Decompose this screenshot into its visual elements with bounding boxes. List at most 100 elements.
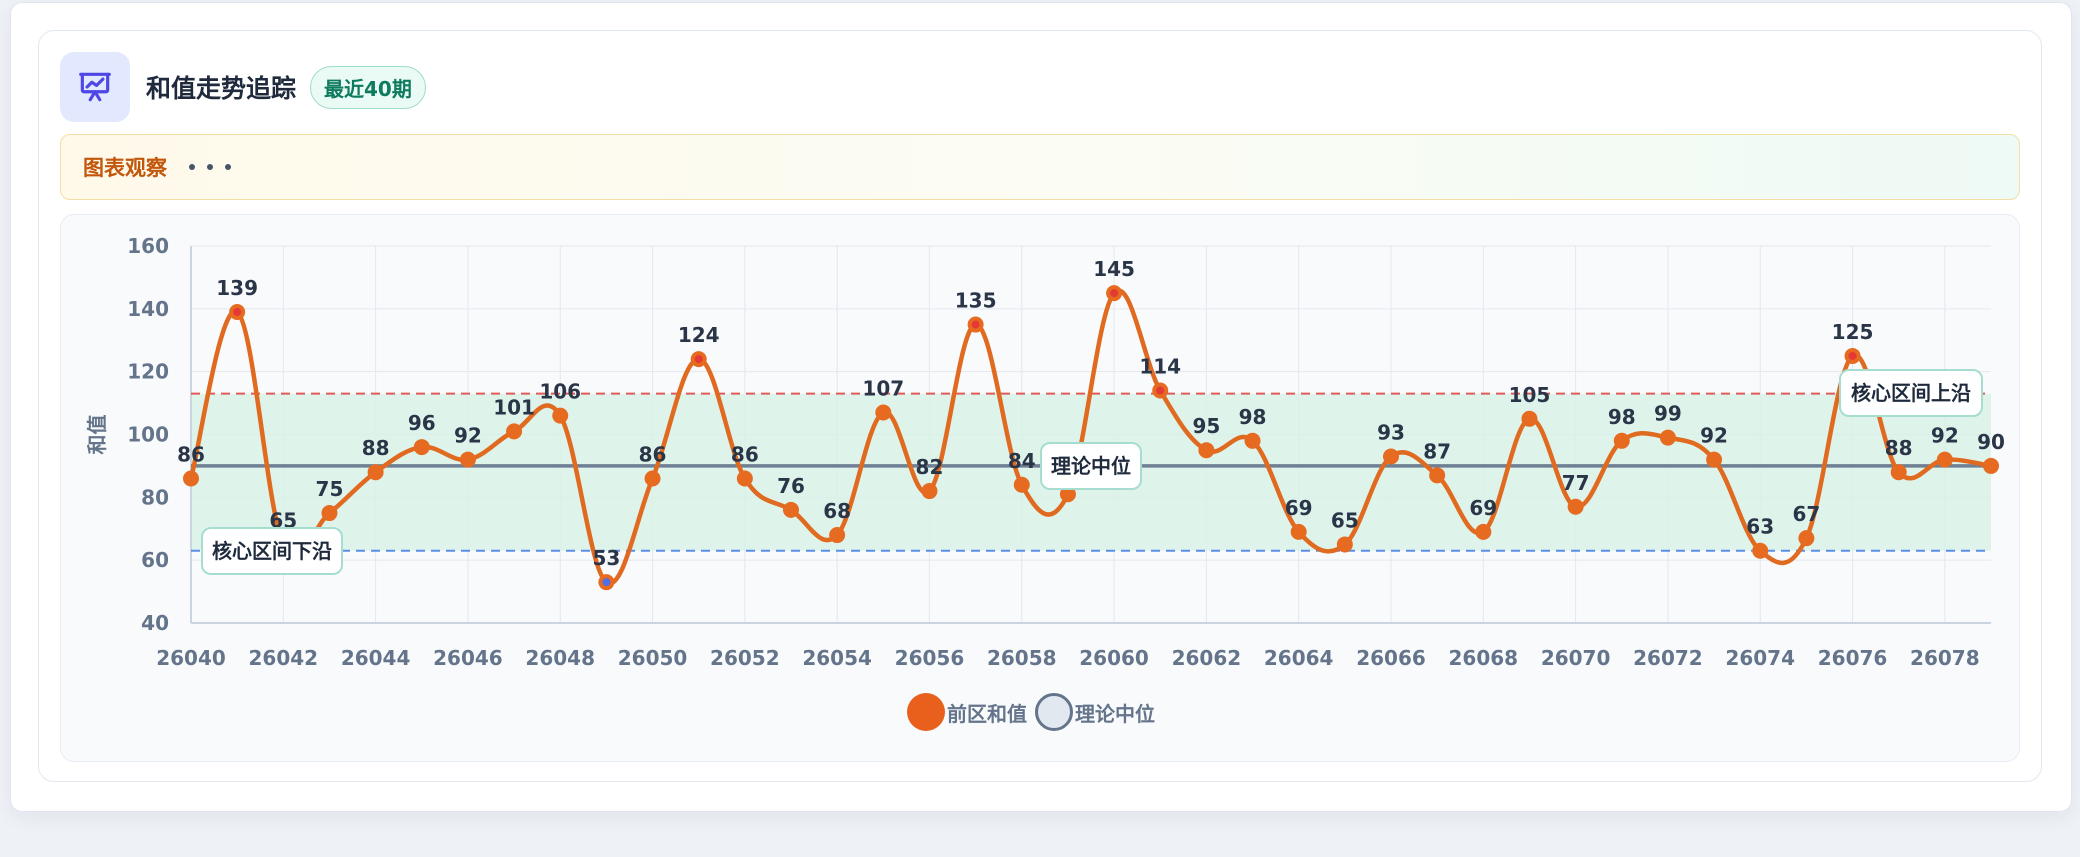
data-label: 145 <box>1093 257 1135 281</box>
x-tick-label: 26042 <box>249 646 319 670</box>
data-point-high-marker <box>1110 289 1119 298</box>
reference-callouts: 核心区间下沿 理论中位 核心区间上沿 <box>201 369 1983 575</box>
data-label: 63 <box>1746 515 1774 539</box>
data-point <box>829 527 846 544</box>
data-label: 96 <box>408 411 436 435</box>
data-label: 86 <box>731 442 759 466</box>
upper-bound-callout-text: 核心区间上沿 <box>1851 381 1971 405</box>
legend-item-series[interactable]: 前区和值 <box>907 693 1027 731</box>
series-path <box>188 288 1992 586</box>
card-header: 和值走势追踪 最近40期 <box>60 52 426 122</box>
data-label: 139 <box>216 276 258 300</box>
upper-bound-callout: 核心区间上沿 <box>1839 369 1983 417</box>
data-point <box>367 464 384 481</box>
x-tick-label: 26064 <box>1264 646 1334 670</box>
data-point <box>875 404 892 421</box>
period-badge: 最近40期 <box>310 65 426 109</box>
data-point <box>1936 451 1953 468</box>
y-tick-label: 100 <box>127 423 169 447</box>
data-label: 92 <box>454 424 482 448</box>
x-tick-label: 26046 <box>433 646 503 670</box>
data-label: 107 <box>862 377 904 401</box>
data-label: 98 <box>1608 405 1636 429</box>
data-label: 86 <box>639 442 667 466</box>
legend-item-median[interactable]: 理论中位 <box>1035 693 1155 731</box>
data-point <box>1613 432 1630 449</box>
data-label: 67 <box>1792 502 1820 526</box>
upper-bound-callout-box <box>1839 369 1983 417</box>
data-label: 106 <box>539 380 581 404</box>
data-point <box>321 505 338 522</box>
x-tick-label: 26076 <box>1818 646 1888 670</box>
y-tick-label: 160 <box>127 234 169 258</box>
data-point <box>552 407 569 424</box>
data-label: 69 <box>1469 496 1497 520</box>
data-label: 90 <box>1977 430 2005 454</box>
data-point <box>1429 467 1446 484</box>
data-point <box>1890 464 1907 481</box>
data-point <box>1336 536 1353 553</box>
x-tick-label: 26044 <box>341 646 411 670</box>
data-label: 98 <box>1239 405 1267 429</box>
data-label: 135 <box>955 289 997 313</box>
x-tick-label: 26070 <box>1541 646 1611 670</box>
x-tick-label: 26050 <box>618 646 688 670</box>
x-tick-label: 26058 <box>987 646 1057 670</box>
data-point <box>1475 523 1492 540</box>
data-point <box>183 470 199 487</box>
data-label: 84 <box>1008 449 1036 473</box>
data-point <box>1659 429 1676 446</box>
data-label: 68 <box>823 499 851 523</box>
data-label: 53 <box>592 546 620 570</box>
x-tick-label: 26040 <box>156 646 226 670</box>
data-label: 92 <box>1931 424 1959 448</box>
data-point <box>1706 451 1723 468</box>
median-callout: 理论中位 <box>1040 442 1142 490</box>
x-tick-label: 26054 <box>802 646 872 670</box>
data-point <box>644 470 661 487</box>
data-point <box>1198 442 1215 459</box>
data-label: 93 <box>1377 420 1405 444</box>
lower-bound-callout-box <box>201 527 343 575</box>
data-label: 88 <box>362 436 390 460</box>
series-points <box>183 285 1999 591</box>
data-point <box>1567 498 1584 515</box>
x-tick-label: 26048 <box>525 646 595 670</box>
chart-observation-bar[interactable]: 图表观察 <box>60 134 2020 200</box>
data-point <box>921 483 938 500</box>
data-point <box>1013 476 1030 493</box>
data-point <box>1983 457 1999 474</box>
axes: 40 60 80 100 120 140 160 26040 26042 26044 26046 26… <box>85 234 1991 670</box>
x-tick-label: 26056 <box>895 646 965 670</box>
legend-swatch-series <box>907 693 945 731</box>
data-point <box>413 439 430 456</box>
lower-bound-callout: 核心区间下沿 <box>201 527 343 575</box>
series-line <box>188 288 1992 586</box>
x-tick-label: 26078 <box>1910 646 1980 670</box>
data-label: 101 <box>493 395 535 419</box>
legend-label-median: 理论中位 <box>1075 701 1155 726</box>
data-point <box>783 501 799 518</box>
data-point <box>1059 486 1076 503</box>
data-point <box>1383 448 1399 465</box>
data-point <box>1290 523 1307 540</box>
loading-dots-icon <box>189 164 231 170</box>
data-point <box>1798 530 1815 547</box>
data-label: 124 <box>678 323 720 347</box>
y-tick-label: 80 <box>141 485 169 509</box>
data-label: 95 <box>1192 414 1220 438</box>
data-point <box>1244 432 1261 449</box>
data-point <box>1521 410 1538 427</box>
lower-bound-callout-text: 核心区间下沿 <box>212 539 332 563</box>
x-tick-label: 26068 <box>1449 646 1519 670</box>
data-point-high-marker <box>1848 351 1857 360</box>
chart-legend: 前区和值 理论中位 <box>907 693 1155 731</box>
data-label: 105 <box>1509 383 1551 407</box>
data-label: 69 <box>1285 496 1313 520</box>
data-point-low-marker <box>602 578 611 587</box>
x-tick-label: 26062 <box>1172 646 1242 670</box>
observation-label: 图表观察 <box>83 156 167 180</box>
x-tick-label: 26072 <box>1633 646 1703 670</box>
data-label: 87 <box>1423 439 1451 463</box>
